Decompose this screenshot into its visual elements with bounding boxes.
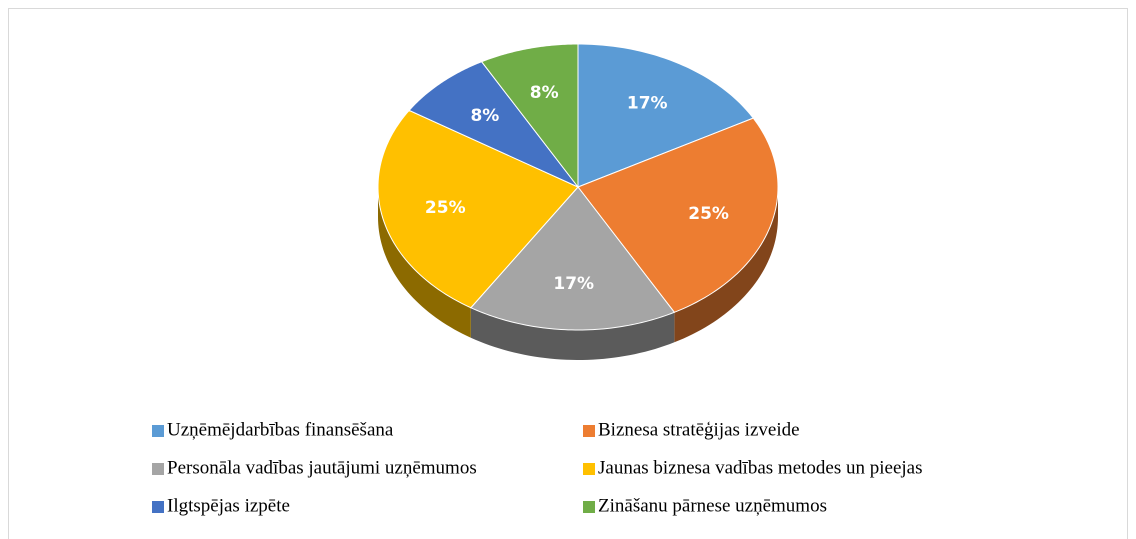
pie-slice	[480, 43, 579, 189]
legend-swatch	[583, 425, 595, 437]
legend-swatch	[583, 501, 595, 513]
legend-label: Jaunas biznesa vadības metodes un pieeja…	[598, 457, 922, 478]
legend-label: Ilgtspējas izpēte	[167, 495, 290, 516]
legend-label: Personāla vadības jautājumi uzņēmumos	[167, 457, 477, 478]
pie-side	[674, 187, 778, 343]
legend-swatch	[152, 501, 164, 513]
pie-slice	[377, 109, 579, 309]
legend-label: Biznesa stratēģijas izveide	[598, 419, 800, 440]
legend-swatch	[152, 463, 164, 475]
pie-slice	[470, 186, 676, 331]
data-label: 8%	[470, 106, 499, 126]
chart-border	[8, 8, 1128, 539]
pie-slice	[577, 117, 779, 313]
data-label: 17%	[627, 93, 668, 113]
legend-swatch	[583, 463, 595, 475]
pie-slice	[408, 61, 579, 188]
data-label: 25%	[425, 198, 466, 218]
legend-label: Zināšanu pārnese uzņēmumos	[598, 495, 827, 516]
data-label: 8%	[530, 83, 559, 103]
pie-side	[378, 187, 471, 338]
legend-swatch	[152, 425, 164, 437]
pie-slice	[577, 43, 755, 188]
data-label: 17%	[553, 274, 594, 294]
data-label: 25%	[688, 204, 729, 224]
legend-label: Uzņēmējdarbības finansēšana	[167, 419, 394, 440]
pie-side	[470, 307, 675, 360]
